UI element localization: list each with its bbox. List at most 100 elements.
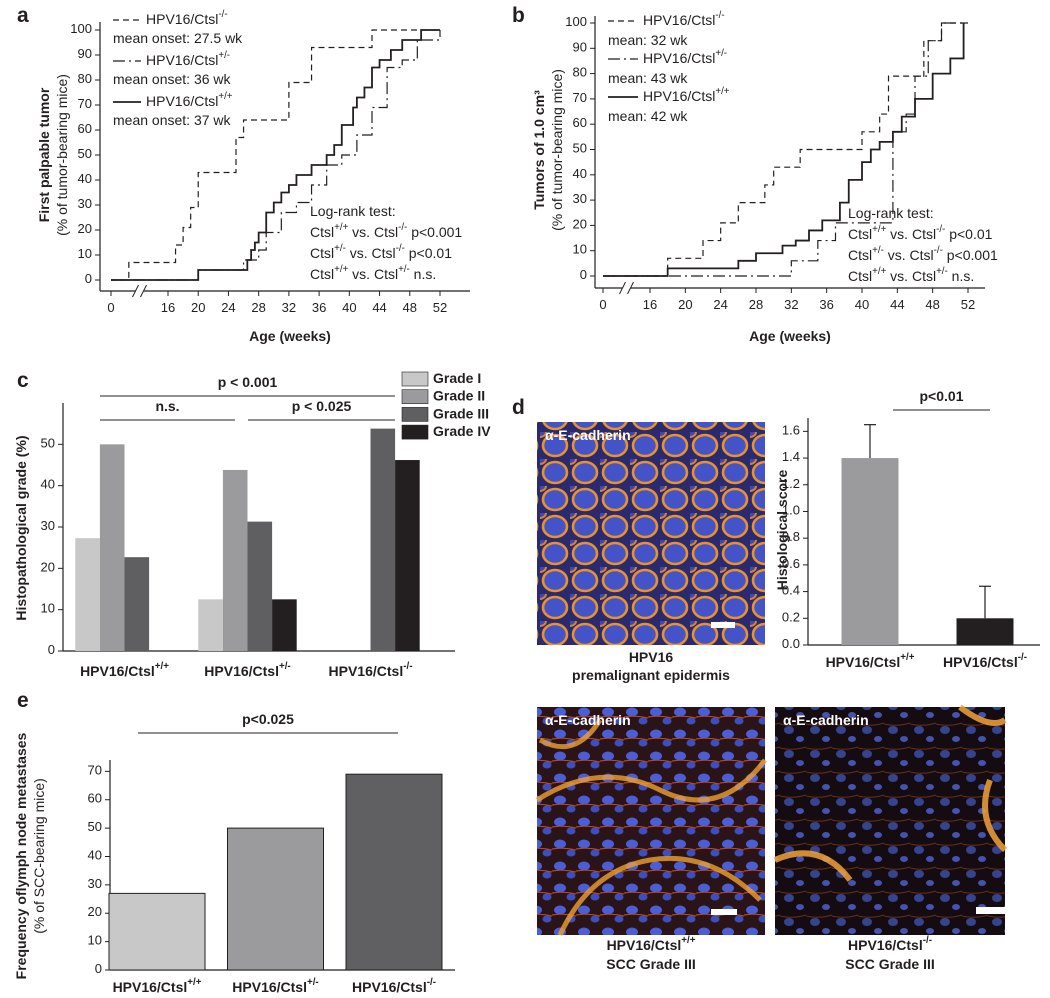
bar [198, 599, 223, 651]
micrograph-caption: SCC Grade III [845, 956, 934, 972]
bar [956, 618, 1014, 645]
y-tick-label: 40 [573, 166, 587, 181]
annotation: Log-rank test: [310, 203, 396, 219]
axis-break [619, 281, 626, 295]
y-tick-label: 0 [48, 642, 55, 657]
y-tick-label: 10 [88, 933, 102, 948]
legend-label: HPV16/Ctsl+/- [146, 50, 230, 68]
x-tick-label: 32 [282, 300, 296, 315]
annotation: Log-rank test: [848, 205, 934, 221]
x-tick-label: HPV16/Ctsl+/+ [80, 661, 169, 679]
y-tick-label: 100 [70, 21, 92, 36]
panel-label: d [512, 396, 525, 419]
y-tick-label: 0.8 [782, 530, 800, 545]
y-tick-label: 80 [78, 71, 92, 86]
y-tick-label: 60 [573, 116, 587, 131]
y-tick-label: 0 [580, 267, 587, 282]
legend-swatch [401, 389, 429, 405]
micrograph-caption: HPV16 [629, 649, 674, 665]
micrograph: α-E-cadherin HPV16/Ctsl-/- SCC Grade III [773, 704, 1008, 972]
bar [370, 428, 396, 651]
y-tick-label: 10 [78, 246, 92, 261]
x-tick-label: 52 [961, 297, 975, 312]
x-tick-label: HPV16/Ctsl+/+ [113, 977, 202, 995]
legend-note: mean: 43 wk [608, 70, 688, 86]
y-axis-label: First palpable tumor [36, 87, 52, 222]
y-tick-label: 60 [88, 791, 102, 806]
bar [841, 458, 899, 645]
annotation: Ctsl+/- vs. Ctsl-/- p<0.001 [848, 245, 998, 263]
x-tick-label: 48 [925, 297, 939, 312]
scale-bar [976, 907, 1008, 914]
micrograph-caption: HPV16/Ctsl+/+ [607, 935, 696, 953]
bar [108, 892, 206, 971]
x-tick-label: HPV16/Ctsl+/+ [826, 652, 915, 670]
micrograph-image [775, 707, 1005, 935]
x-tick-label: 40 [855, 297, 869, 312]
y-tick-label: 30 [573, 192, 587, 207]
y-axis-label: Histological score [774, 469, 790, 590]
micrograph-texture [535, 718, 767, 937]
micrograph-caption: SCC Grade III [606, 956, 695, 972]
y-tick-label: 90 [573, 40, 587, 55]
y-tick-label: 0.0 [782, 636, 800, 651]
step-line [111, 29, 440, 281]
micrograph-caption: HPV16/Ctsl-/- [848, 935, 932, 953]
y-tick-label: 10 [573, 242, 587, 257]
legend-label: HPV16/Ctsl+/+ [146, 91, 233, 109]
axis-break [627, 281, 634, 295]
annotation: Ctsl+/+ vs. Ctsl+/- n.s. [310, 264, 436, 282]
legend-label: HPV16/Ctsl+/- [643, 48, 727, 66]
y-tick-label: 50 [573, 141, 587, 156]
y-tick-label: 0 [95, 961, 102, 976]
x-tick-label: 0 [107, 300, 114, 315]
x-tick-label: HPV16/Ctsl-/- [943, 652, 1027, 670]
x-tick-label: 0 [599, 297, 606, 312]
y-axis-label: Tumors of 1.0 cm³ [531, 90, 547, 210]
bar [395, 460, 420, 651]
y-axis-label: Frequency oflymph node metastases [13, 732, 29, 979]
x-tick-label: 24 [713, 297, 727, 312]
annotation: Ctsl+/+ vs. Ctsl-/- p<0.01 [848, 224, 993, 242]
legend-swatch [401, 371, 429, 387]
y-tick-label: 20 [573, 217, 587, 232]
x-tick-label: 48 [403, 300, 417, 315]
legend-label: Grade I [433, 370, 481, 386]
y-tick-label: 30 [78, 196, 92, 211]
y-tick-label: 50 [78, 146, 92, 161]
legend-label: HPV16/Ctsl-/- [146, 9, 228, 27]
bar [99, 444, 125, 651]
micrograph-image [537, 422, 765, 645]
x-tick-label: 16 [161, 300, 175, 315]
y-tick-label: 70 [78, 96, 92, 111]
x-tick-label: 44 [890, 297, 904, 312]
micrograph-label: α-E-cadherin [545, 427, 631, 443]
y-axis-label: Histopathological grade (%) [13, 435, 29, 620]
y-axis-sublabel: (% of tumor-bearing mice) [549, 69, 565, 231]
significance-label: p<0.025 [242, 711, 294, 727]
legend-swatch [401, 424, 429, 440]
legend-label: Grade III [433, 405, 489, 421]
annotation: Ctsl+/- vs. Ctsl-/- p<0.01 [310, 243, 452, 261]
panel-label: b [512, 4, 525, 27]
legend-note: mean onset: 36 wk [113, 71, 232, 87]
step-line [111, 29, 440, 281]
panel-label: e [17, 689, 29, 712]
y-tick-label: 20 [78, 221, 92, 236]
x-tick-label: 52 [433, 300, 447, 315]
y-tick-label: 20 [88, 905, 102, 920]
significance-label: p < 0.025 [292, 398, 352, 414]
x-tick-label: 20 [191, 300, 205, 315]
x-tick-label: 28 [749, 297, 763, 312]
step-line [603, 23, 965, 277]
legend-note: mean: 42 wk [608, 108, 688, 124]
x-tick-label: 36 [819, 297, 833, 312]
bar [124, 557, 150, 651]
x-tick-label: 28 [251, 300, 265, 315]
x-tick-label: HPV16/Ctsl-/- [329, 661, 413, 679]
axis-break [132, 284, 139, 298]
y-tick-label: 80 [573, 65, 587, 80]
y-axis-sublabel: (% of tumor-bearing mice) [54, 74, 70, 236]
legend-swatch [401, 407, 429, 422]
significance-label: p < 0.001 [218, 374, 278, 390]
